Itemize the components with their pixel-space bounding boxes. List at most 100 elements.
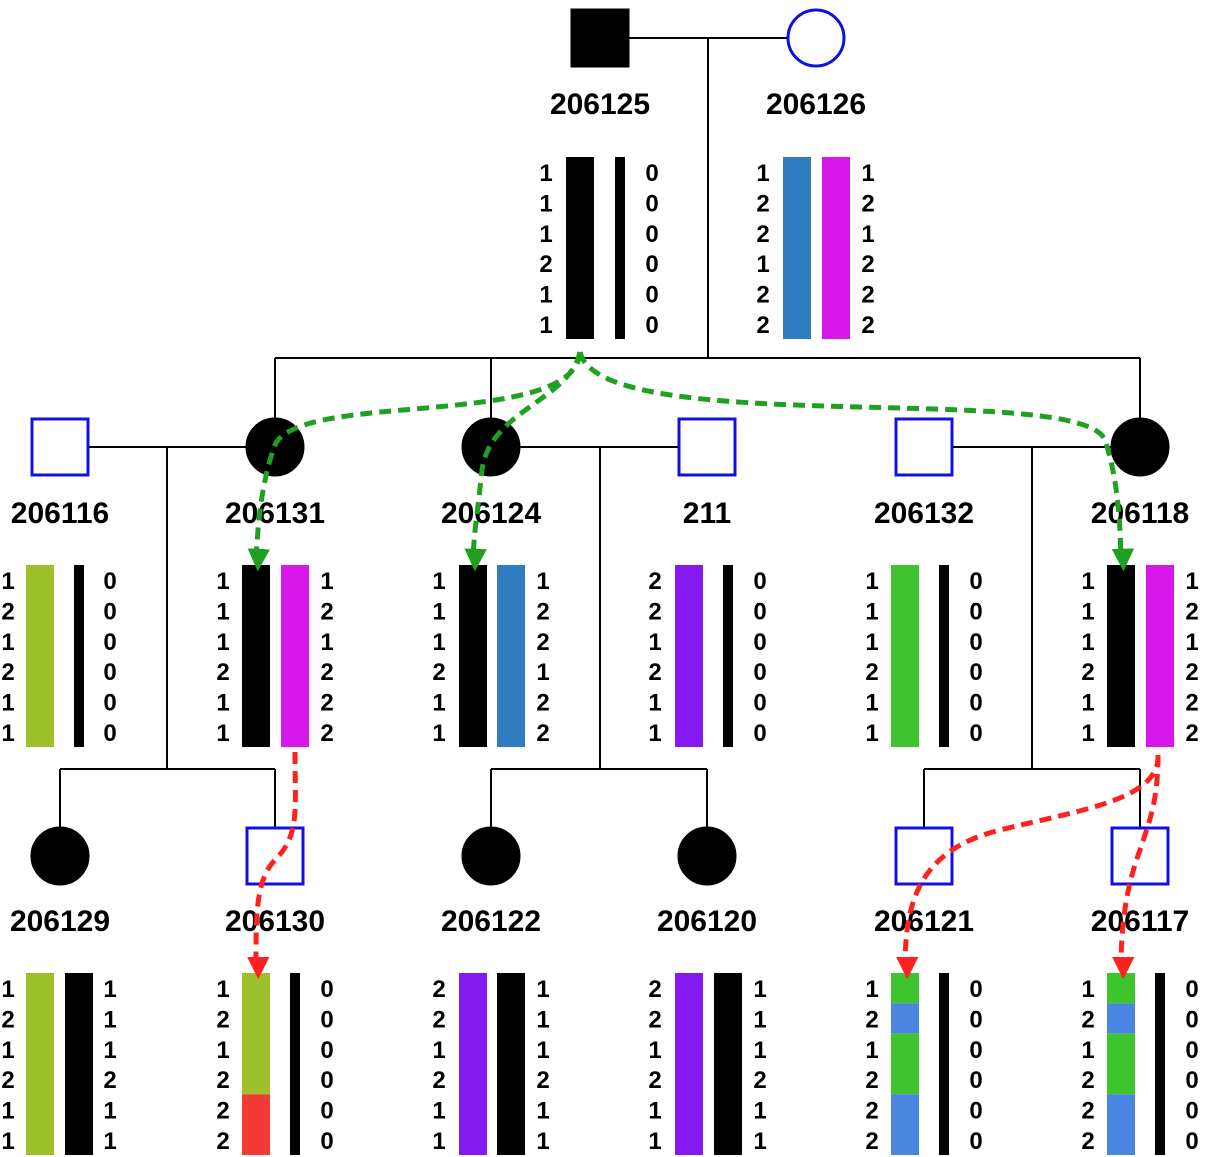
allele-right-206131-1: 2 — [320, 599, 333, 626]
allele-left-206117-5: 2 — [1081, 1128, 1094, 1155]
allele-left-206130-1: 2 — [216, 1007, 229, 1034]
allele-left-206130-5: 2 — [216, 1128, 229, 1155]
allele-right-206129-3: 2 — [103, 1067, 116, 1094]
individual-id-206116: 206116 — [11, 497, 109, 530]
allele-left-206122-4: 1 — [432, 1098, 445, 1125]
haplotype-right-206116-seg0 — [74, 565, 84, 747]
allele-right-206131-0: 1 — [320, 568, 333, 595]
allele-left-206125-5: 1 — [539, 312, 552, 339]
allele-right-206118-1: 2 — [1185, 599, 1198, 626]
inheritance-arrow-to-206118 — [577, 351, 1135, 572]
allele-right-206120-0: 1 — [753, 976, 766, 1003]
labels: 2061251112110000002061261221221212222061… — [1, 88, 1198, 1155]
individual-id-206117: 206117 — [1091, 905, 1189, 938]
allele-right-206131-4: 2 — [320, 690, 333, 717]
pedigree-lines — [59, 37, 1141, 828]
allele-right-206117-5: 0 — [1185, 1128, 1198, 1155]
allele-left-206126-1: 2 — [756, 191, 769, 218]
individual-id-206130: 206130 — [225, 905, 325, 938]
allele-left-206129-1: 2 — [1, 1007, 14, 1034]
allele-right-206132-0: 0 — [969, 568, 982, 595]
allele-left-206121-2: 1 — [865, 1037, 878, 1064]
allele-left-211-1: 2 — [648, 599, 661, 626]
allele-left-206126-2: 2 — [756, 221, 769, 248]
haplotype-left-206116-seg0 — [26, 565, 54, 747]
allele-left-206125-4: 1 — [539, 282, 552, 309]
allele-right-206130-0: 0 — [320, 976, 333, 1003]
male-symbol-206116 — [30, 417, 90, 477]
allele-right-206124-5: 2 — [536, 720, 549, 747]
allele-left-206126-4: 2 — [756, 282, 769, 309]
allele-right-206118-3: 2 — [1185, 659, 1198, 686]
haplotype-right-206117-seg0 — [1155, 973, 1165, 1155]
allele-left-206124-0: 1 — [432, 568, 445, 595]
individual-id-206118: 206118 — [1091, 497, 1189, 530]
allele-right-206125-0: 0 — [645, 160, 658, 187]
allele-left-206130-2: 1 — [216, 1037, 229, 1064]
allele-right-206129-2: 1 — [103, 1037, 116, 1064]
haplotype-right-206124-seg0 — [497, 565, 525, 747]
allele-left-211-2: 1 — [648, 629, 661, 656]
haplotype-left-206130-seg1 — [242, 1094, 270, 1155]
individual-id-206129: 206129 — [10, 905, 110, 938]
allele-right-206126-2: 1 — [861, 221, 874, 248]
allele-right-206118-4: 2 — [1185, 690, 1198, 717]
haplotype-right-206118-seg0 — [1146, 565, 1174, 747]
allele-right-206117-3: 0 — [1185, 1067, 1198, 1094]
allele-left-206129-0: 1 — [1, 976, 14, 1003]
allele-right-206129-0: 1 — [103, 976, 116, 1003]
allele-right-206132-4: 0 — [969, 690, 982, 717]
allele-left-206118-0: 1 — [1081, 568, 1094, 595]
haplotype-left-206117-seg3 — [1107, 1094, 1135, 1155]
allele-left-206117-4: 2 — [1081, 1098, 1094, 1125]
allele-right-206132-3: 0 — [969, 659, 982, 686]
haplotype-left-206129-seg0 — [26, 973, 54, 1155]
allele-left-211-4: 1 — [648, 690, 661, 717]
allele-right-206118-0: 1 — [1185, 568, 1198, 595]
haplotype-right-211-seg0 — [723, 565, 733, 747]
allele-right-206130-1: 0 — [320, 1007, 333, 1034]
allele-right-206121-3: 0 — [969, 1067, 982, 1094]
allele-right-206129-4: 1 — [103, 1098, 116, 1125]
allele-right-211-5: 0 — [753, 720, 766, 747]
allele-right-206122-4: 1 — [536, 1098, 549, 1125]
allele-left-206125-1: 1 — [539, 191, 552, 218]
allele-left-206124-5: 1 — [432, 720, 445, 747]
allele-right-206124-1: 2 — [536, 599, 549, 626]
individual-id-206120: 206120 — [657, 905, 757, 938]
allele-right-206125-5: 0 — [645, 312, 658, 339]
male-symbol-211 — [677, 417, 737, 477]
inheritance-arrow-to-206124 — [464, 351, 583, 572]
allele-left-206118-1: 1 — [1081, 599, 1094, 626]
allele-right-206124-4: 2 — [536, 690, 549, 717]
allele-right-206122-3: 2 — [536, 1067, 549, 1094]
haplotype-right-206132-seg0 — [939, 565, 949, 747]
allele-right-206130-4: 0 — [320, 1098, 333, 1125]
allele-right-206130-2: 0 — [320, 1037, 333, 1064]
allele-left-206117-0: 1 — [1081, 976, 1094, 1003]
allele-left-206118-3: 2 — [1081, 659, 1094, 686]
allele-left-206130-0: 1 — [216, 976, 229, 1003]
allele-left-206126-3: 1 — [756, 251, 769, 278]
allele-left-206118-2: 1 — [1081, 629, 1094, 656]
allele-left-206132-2: 1 — [865, 629, 878, 656]
allele-left-206122-2: 1 — [432, 1037, 445, 1064]
allele-left-206121-0: 1 — [865, 976, 878, 1003]
allele-left-206129-3: 2 — [1, 1067, 14, 1094]
allele-right-206116-2: 0 — [103, 629, 116, 656]
inheritance-arrows — [246, 351, 1161, 980]
allele-right-206118-2: 1 — [1185, 629, 1198, 656]
haplotype-left-206121-seg3 — [891, 1094, 919, 1155]
allele-left-206124-4: 1 — [432, 690, 445, 717]
allele-left-206122-1: 2 — [432, 1007, 445, 1034]
allele-right-211-2: 0 — [753, 629, 766, 656]
allele-left-206116-3: 2 — [1, 659, 14, 686]
allele-right-206132-2: 0 — [969, 629, 982, 656]
individual-id-206131: 206131 — [225, 497, 325, 530]
allele-left-206117-1: 2 — [1081, 1007, 1094, 1034]
allele-left-206131-3: 2 — [216, 659, 229, 686]
allele-right-206120-3: 2 — [753, 1067, 766, 1094]
allele-left-206131-5: 1 — [216, 720, 229, 747]
individual-symbols — [30, 8, 1170, 886]
